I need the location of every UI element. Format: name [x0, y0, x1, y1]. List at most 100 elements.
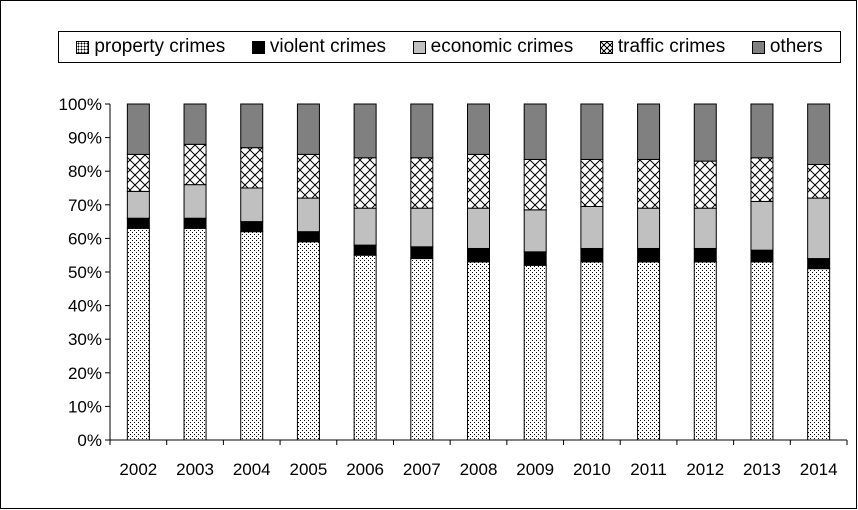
bar-property-crimes-2006	[353, 254, 377, 441]
bar-others-2005	[296, 103, 320, 155]
bar-economic-crimes-2010	[580, 205, 604, 249]
bar-others-2008	[467, 103, 490, 155]
bar-others-2011	[637, 103, 661, 160]
bar-traffic-crimes-2005	[296, 153, 320, 199]
bar-property-crimes-2012	[693, 261, 717, 441]
x-tick-label-2004: 2004	[233, 460, 271, 479]
legend: property crimes violent crimes economic …	[58, 31, 841, 63]
bar-economic-crimes-2006	[353, 207, 377, 246]
bar-traffic-crimes-2011	[637, 158, 661, 209]
axes-layer	[105, 103, 848, 445]
bar-property-crimes-2003	[183, 227, 207, 441]
y-tick-label-2: 20%	[68, 364, 102, 383]
bar-property-crimes-2011	[637, 261, 661, 441]
bar-violent-crimes-2006	[353, 244, 377, 256]
x-tick-label-2006: 2006	[346, 460, 384, 479]
x-tick-label-2003: 2003	[176, 460, 214, 479]
bar-violent-crimes-2003	[183, 217, 207, 229]
bar-violent-crimes-2005	[296, 231, 320, 243]
bar-property-crimes-2004	[240, 231, 264, 441]
bar-violent-crimes-2013	[750, 249, 774, 263]
bar-traffic-crimes-2013	[750, 157, 774, 202]
bars-layer	[126, 103, 831, 441]
y-tick-label-5: 50%	[68, 263, 102, 282]
bar-economic-crimes-2008	[467, 207, 490, 249]
x-tick-label-2011: 2011	[630, 460, 667, 479]
legend-swatch-violent-crimes	[251, 40, 265, 54]
bar-property-crimes-2007	[410, 258, 434, 441]
x-tick-label-2008: 2008	[460, 460, 498, 479]
bar-economic-crimes-2011	[637, 207, 661, 249]
bar-property-crimes-2002	[126, 227, 150, 441]
bar-economic-crimes-2009	[523, 209, 547, 253]
x-tick-label-2002: 2002	[119, 460, 157, 479]
bar-traffic-crimes-2004	[240, 147, 264, 189]
bar-violent-crimes-2014	[807, 258, 831, 270]
legend-swatch-economic-crimes	[412, 40, 426, 54]
y-tick-label-3: 30%	[68, 330, 102, 349]
bar-others-2013	[750, 103, 774, 159]
y-tick-label-1: 10%	[68, 397, 102, 416]
bar-traffic-crimes-2002	[126, 153, 150, 192]
y-tick-label-6: 60%	[68, 229, 102, 248]
bar-violent-crimes-2010	[580, 247, 604, 263]
bar-violent-crimes-2004	[240, 221, 264, 233]
bar-violent-crimes-2007	[410, 246, 434, 260]
bar-traffic-crimes-2003	[183, 143, 207, 186]
bar-economic-crimes-2013	[750, 200, 774, 251]
x-tick-label-2012: 2012	[686, 460, 724, 479]
x-tick-label-2009: 2009	[516, 460, 554, 479]
x-tick-label-2005: 2005	[290, 460, 328, 479]
legend-label-traffic-crimes: traffic crimes	[617, 36, 726, 57]
legend-item-violent-crimes: violent crimes	[251, 36, 387, 58]
x-tick-label-2014: 2014	[800, 460, 838, 479]
legend-label-violent-crimes: violent crimes	[269, 36, 387, 57]
legend-item-traffic-crimes: traffic crimes	[599, 36, 726, 58]
bar-violent-crimes-2002	[126, 217, 150, 229]
y-tick-label-9: 90%	[68, 129, 102, 148]
y-tick-label-7: 70%	[68, 196, 102, 215]
bar-others-2012	[693, 103, 717, 162]
bar-property-crimes-2014	[807, 268, 831, 441]
bar-economic-crimes-2012	[693, 207, 717, 249]
y-tick-label-0: 0%	[77, 431, 102, 450]
bar-others-2009	[523, 103, 547, 160]
legend-label-property-crimes: property crimes	[94, 36, 226, 57]
legend-item-economic-crimes: economic crimes	[412, 36, 574, 58]
bar-others-2003	[183, 103, 207, 145]
labels-layer: 0% 10% 20% 30% 40% 50% 60% 70% 80% 90% 100% 2002 200…	[59, 95, 838, 479]
y-tick-label-8: 80%	[68, 162, 102, 181]
y-tick-label-10: 100%	[59, 95, 102, 114]
legend-swatch-traffic-crimes	[599, 40, 613, 54]
bar-others-2007	[410, 103, 434, 159]
bar-traffic-crimes-2008	[467, 153, 490, 209]
bar-others-2010	[580, 103, 604, 160]
bar-others-2002	[126, 103, 150, 155]
legend-swatch-property-crimes	[76, 40, 90, 54]
bar-violent-crimes-2008	[467, 247, 490, 263]
bar-others-2014	[807, 103, 831, 165]
bar-traffic-crimes-2010	[580, 158, 604, 207]
legend-label-others: others	[769, 36, 823, 57]
bar-economic-crimes-2014	[807, 197, 831, 260]
bar-economic-crimes-2004	[240, 187, 264, 223]
bar-violent-crimes-2011	[637, 247, 661, 263]
bar-property-crimes-2010	[580, 261, 604, 441]
x-tick-label-2007: 2007	[403, 460, 441, 479]
bar-traffic-crimes-2014	[807, 163, 831, 199]
bar-traffic-crimes-2006	[353, 157, 377, 209]
bar-others-2006	[353, 103, 377, 159]
bar-property-crimes-2009	[523, 264, 547, 441]
bar-traffic-crimes-2009	[523, 158, 547, 211]
bar-economic-crimes-2005	[296, 197, 320, 233]
legend-item-property-crimes: property crimes	[76, 36, 225, 58]
legend-label-economic-crimes: economic crimes	[430, 36, 574, 57]
bar-economic-crimes-2003	[183, 184, 207, 219]
bar-property-crimes-2013	[750, 261, 774, 441]
bar-property-crimes-2005	[296, 241, 320, 441]
bar-traffic-crimes-2007	[410, 157, 434, 209]
bar-violent-crimes-2012	[693, 247, 717, 263]
x-tick-label-2013: 2013	[743, 460, 781, 479]
